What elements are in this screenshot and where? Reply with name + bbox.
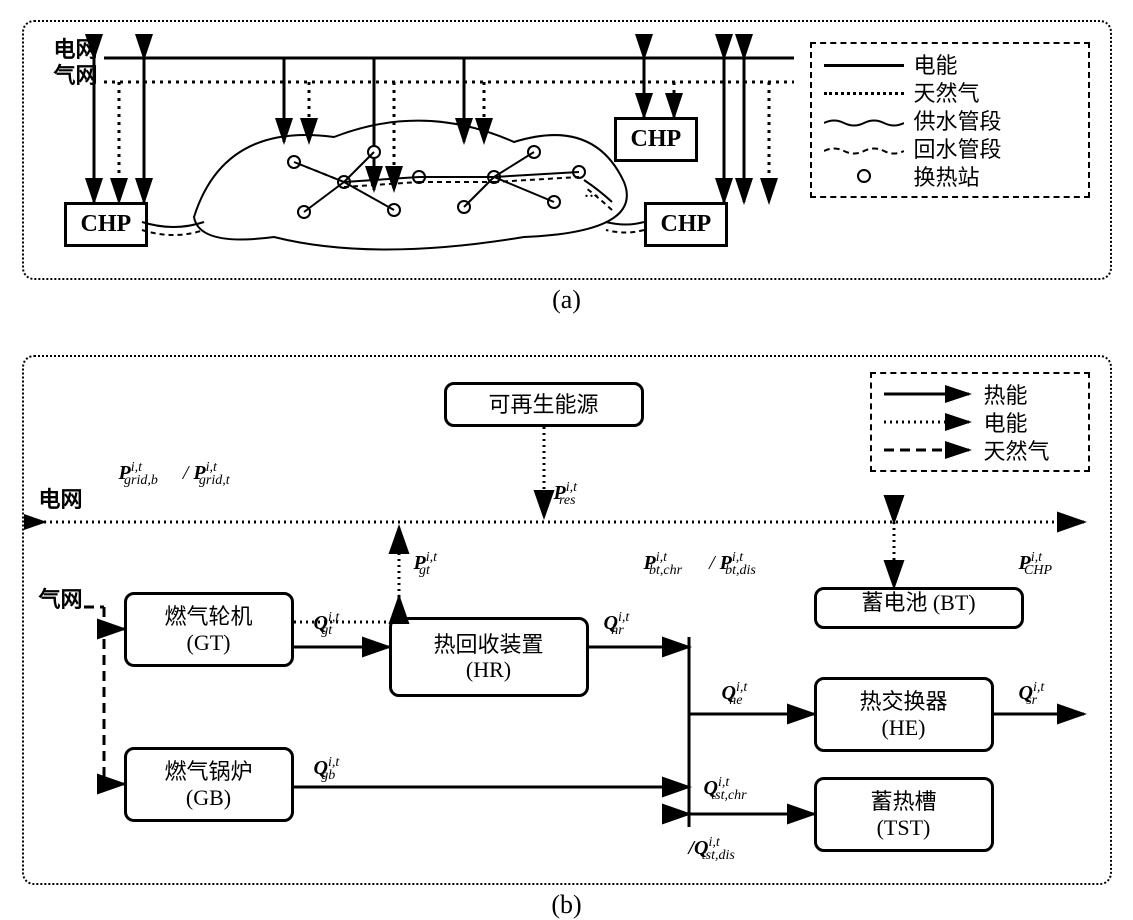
panel-a: 电网 气网 CHP CHP CHP 电能 天然气 供水管段 回水管段 换热站 <box>22 20 1112 280</box>
legend-return: 回水管段 <box>824 134 1076 162</box>
var-pres: Pi,tres <box>554 482 594 505</box>
svg-text:...: ... <box>584 180 599 202</box>
caption-b: (b) <box>10 890 1123 920</box>
var-qhr: Qi,thr <box>604 612 642 635</box>
panel-b: 电网 气网 热能 电能 天然气 可再生能源 燃 <box>22 355 1112 885</box>
legend-heat: 热能 <box>884 380 1076 408</box>
box-tst: 蓄热槽 (TST) <box>814 777 994 852</box>
legend-a: 电能 天然气 供水管段 回水管段 换热站 <box>810 42 1090 198</box>
label-gas-b: 气网 <box>39 582 83 614</box>
chp-box-3: CHP <box>644 202 729 247</box>
box-hr: 热回收装置 (HR) <box>389 617 589 697</box>
chp-box-2: CHP <box>614 117 699 162</box>
var-pbt: Pi,tbt,chr / Pi,tbt,dis <box>644 552 774 575</box>
var-qgb: Qi,tgb <box>314 757 354 780</box>
var-qtst-chr: Qi,ttst,chr <box>704 777 765 800</box>
box-he: 热交换器 (HE) <box>814 677 994 752</box>
box-gb: 燃气锅炉 (GB) <box>124 747 294 822</box>
var-qgt: Qi,tgt <box>314 612 351 635</box>
legend-supply: 供水管段 <box>824 106 1076 134</box>
var-qhe: Qi,the <box>722 682 761 705</box>
legend-hex: 换热站 <box>824 162 1076 190</box>
label-grid-b: 电网 <box>39 482 83 514</box>
caption-a: (a) <box>10 285 1123 315</box>
var-pgt: Pi,tgt <box>414 552 448 575</box>
label-gas-a: 气网 <box>54 58 98 90</box>
legend-b: 热能 电能 天然气 <box>870 372 1090 472</box>
var-qtst-dis: /Qi,ttst,dis <box>689 837 753 860</box>
box-bt: 蓄电池 (BT) <box>814 587 1024 629</box>
var-pchp: Pi,tCHP <box>1019 552 1071 575</box>
var-qsr: Qi,tsr <box>1019 682 1056 705</box>
legend-gas-b: 天然气 <box>884 436 1076 464</box>
legend-gas: 天然气 <box>824 78 1076 106</box>
box-res: 可再生能源 <box>444 382 644 427</box>
chp-box-1: CHP <box>64 202 149 247</box>
var-pgrid: Pi,tgrid,b / Pi,tgrid,t <box>119 462 248 485</box>
legend-elec: 电能 <box>824 50 1076 78</box>
box-gt: 燃气轮机 (GT) <box>124 592 294 667</box>
legend-elec-b: 电能 <box>884 408 1076 436</box>
